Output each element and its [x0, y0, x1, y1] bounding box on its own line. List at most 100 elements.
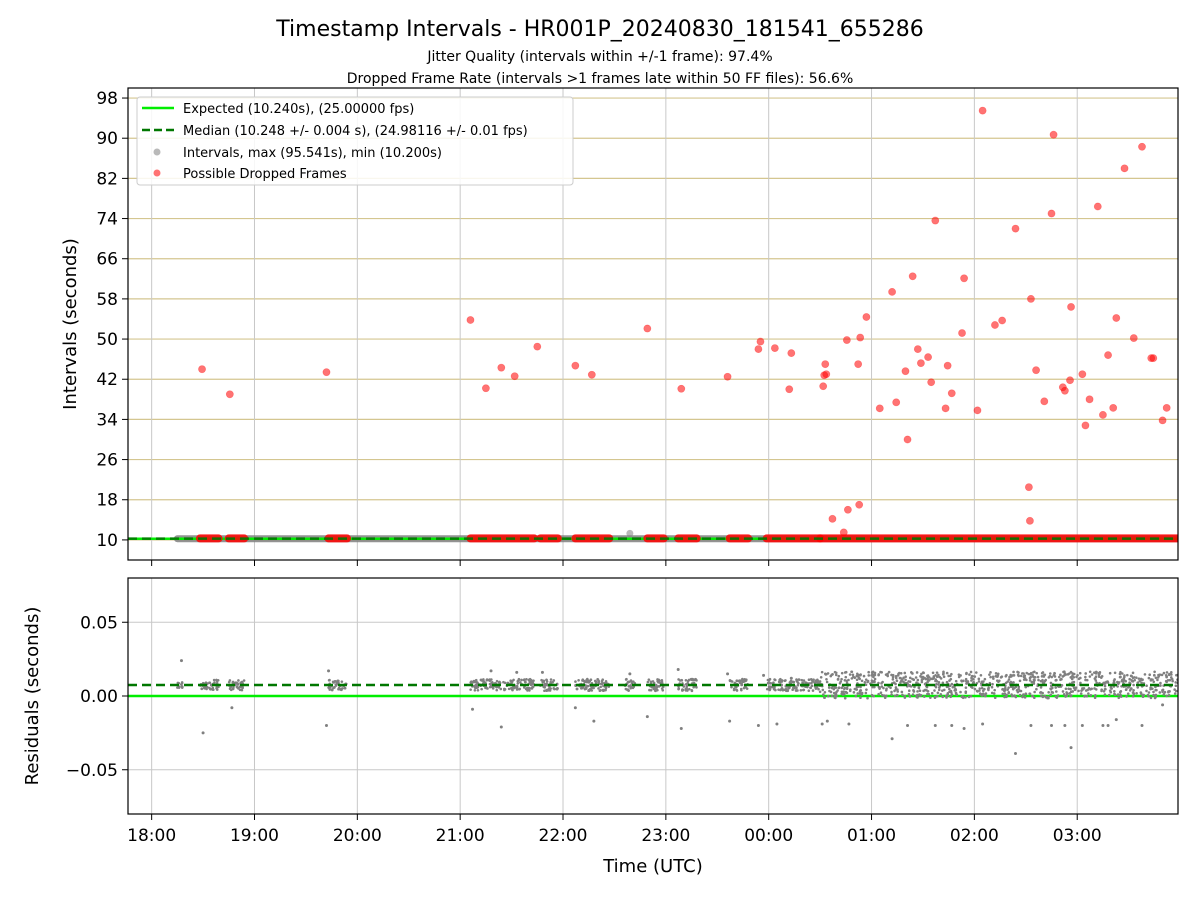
residual-point — [1141, 695, 1145, 699]
residual-point — [649, 680, 653, 683]
residual-point — [858, 677, 861, 681]
dropped-frame-point — [998, 316, 1007, 325]
residual-point — [937, 683, 940, 686]
residual-point — [200, 687, 204, 691]
residual-point — [883, 696, 887, 700]
residual-point — [1017, 687, 1020, 691]
residual-point — [242, 679, 246, 682]
residual-point — [208, 681, 211, 685]
residual-point — [822, 693, 825, 696]
residual-point — [885, 694, 888, 698]
residual-point — [1126, 692, 1130, 695]
residuals-x-tick-label: 22:00 — [539, 826, 588, 846]
residual-point — [1041, 691, 1044, 695]
residual-point — [821, 688, 825, 692]
dropped-frame-point — [587, 370, 596, 379]
residual-point — [920, 680, 924, 684]
intervals-y-tick-label: 98 — [96, 89, 118, 109]
dropped-frame-point — [903, 435, 912, 444]
residual-point — [849, 688, 852, 691]
residual-point — [1011, 687, 1015, 691]
residual-point — [894, 674, 898, 678]
residual-point — [1024, 685, 1028, 689]
residual-point — [936, 694, 939, 698]
residual-point — [491, 686, 495, 690]
legend-intervals-swatch — [153, 148, 161, 156]
residual-point — [1049, 681, 1053, 685]
residual-point — [209, 688, 212, 691]
intervals-y-tick-label: 50 — [96, 330, 118, 350]
residual-point — [1168, 678, 1172, 682]
residuals-y-tick-label: 0.00 — [80, 687, 118, 707]
residual-point — [1054, 679, 1058, 682]
dropped-frame-point — [819, 382, 828, 391]
residual-point — [898, 676, 902, 680]
residual-point — [1085, 694, 1089, 698]
residual-point — [881, 680, 884, 684]
dropped-frame-point — [225, 390, 234, 399]
residual-point — [828, 689, 831, 693]
residual-point — [215, 686, 218, 690]
residual-point — [834, 673, 838, 677]
residual-outlier-point — [1106, 724, 1110, 727]
residual-point — [1112, 679, 1116, 682]
residual-point — [1097, 673, 1101, 677]
residual-point — [900, 679, 903, 683]
residual-point — [626, 680, 630, 684]
dropped-frame-point — [828, 514, 837, 523]
residual-outlier-point — [762, 673, 766, 677]
residual-outlier-point — [726, 672, 730, 676]
residual-point — [1033, 696, 1036, 700]
residual-point — [856, 692, 860, 695]
residual-point — [1079, 692, 1083, 695]
residual-point — [1135, 691, 1138, 695]
residual-point — [177, 685, 181, 689]
residual-point — [1089, 688, 1092, 691]
residual-point — [687, 687, 691, 691]
dropped-frame-point — [1011, 224, 1020, 233]
residuals-x-tick-label: 21:00 — [436, 826, 485, 846]
dropped-frame-point — [1032, 366, 1040, 375]
residual-point — [584, 686, 588, 689]
residual-point — [1052, 674, 1056, 677]
dropped-frame-point — [901, 367, 910, 376]
residual-point — [845, 686, 849, 690]
residual-point — [541, 681, 545, 684]
residuals-x-tick-label: 23:00 — [641, 826, 690, 846]
residual-point — [949, 674, 952, 678]
residual-point — [1103, 687, 1107, 691]
dropped-frame-point — [1112, 314, 1121, 322]
residual-point — [787, 687, 790, 690]
residual-point — [968, 673, 971, 676]
residual-point — [1146, 693, 1150, 697]
residual-point — [889, 686, 892, 690]
residual-point — [960, 695, 964, 699]
residual-point — [822, 696, 826, 699]
residual-point — [839, 680, 843, 683]
residual-point — [1154, 693, 1158, 697]
dropped-frame-point — [198, 365, 206, 374]
residual-point — [1107, 693, 1111, 697]
residual-point — [767, 685, 771, 688]
residual-point — [1041, 678, 1044, 682]
residual-outlier-point — [825, 719, 829, 723]
residual-point — [946, 692, 949, 696]
residual-point — [1140, 681, 1143, 684]
residual-point — [895, 679, 899, 683]
residual-point — [835, 694, 838, 698]
residual-outlier-point — [499, 725, 503, 729]
intervals-axes-frame — [127, 87, 1179, 561]
residual-point — [1030, 694, 1034, 698]
residual-point — [844, 670, 848, 674]
dropped-frame-point — [943, 361, 952, 370]
residual-point — [556, 686, 559, 690]
residual-point — [1011, 674, 1015, 677]
residual-point — [695, 686, 698, 689]
residual-point — [661, 688, 665, 692]
residual-point — [916, 693, 919, 697]
residual-point — [1009, 680, 1013, 684]
dropped-frame-point — [510, 372, 519, 381]
residual-outlier-point — [471, 707, 475, 711]
residual-point — [829, 674, 833, 678]
residual-point — [1059, 673, 1062, 677]
